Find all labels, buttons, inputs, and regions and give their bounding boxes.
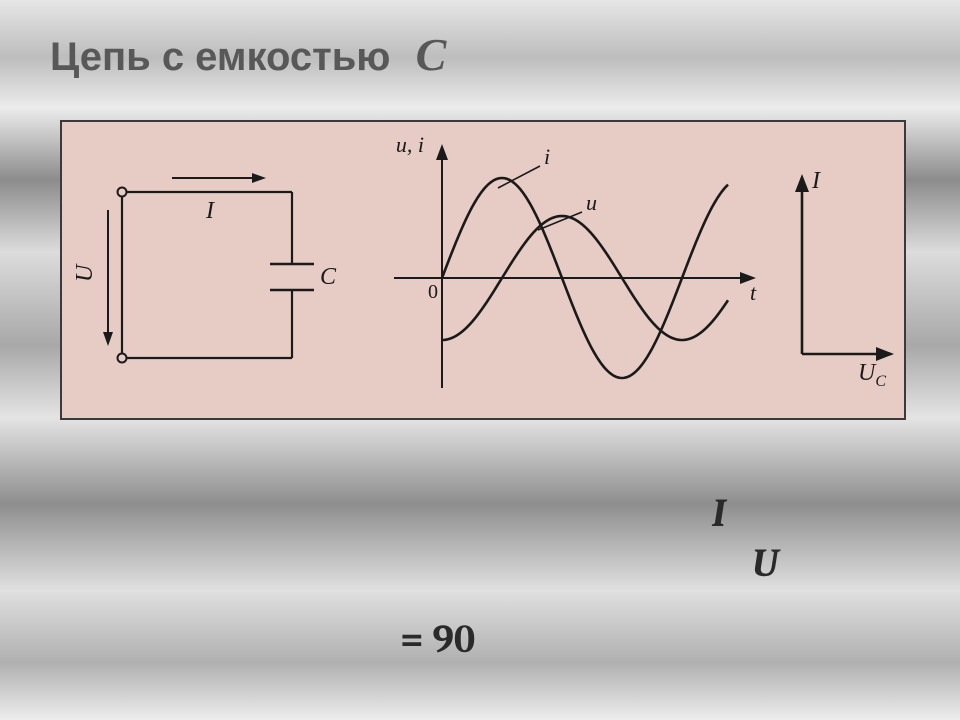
figure-panel: U I C u, i t 0 <box>60 120 906 420</box>
phasor-i-label: I <box>811 168 821 194</box>
figure-svg: U I C u, i t 0 <box>62 122 904 418</box>
circuit-label-c: C <box>320 264 337 290</box>
slide: Цепь с емкостью С <box>0 0 960 720</box>
bottom-u: U <box>752 540 778 586</box>
title-letter-c: С <box>416 29 447 80</box>
sine-u-label: u <box>586 190 597 215</box>
sine-origin-label: 0 <box>428 281 438 303</box>
circuit-label-i: I <box>205 198 215 224</box>
title-text: Цепь с емкостью <box>50 35 390 79</box>
sine-x-label: t <box>750 280 757 305</box>
sine-i-label: i <box>544 144 550 169</box>
bottom-eq: = 90 <box>400 616 475 662</box>
bottom-i: I <box>712 490 726 536</box>
circuit-label-u: U <box>72 263 98 282</box>
circuit-diagram: U I C <box>72 173 337 363</box>
sine-chart: u, i t 0 i u <box>394 132 757 388</box>
page-title: Цепь с емкостью С <box>50 28 446 81</box>
phasor-diagram: I UC <box>795 168 894 390</box>
phasor-u-label: UC <box>858 360 886 390</box>
sine-y-label: u, i <box>396 132 424 157</box>
